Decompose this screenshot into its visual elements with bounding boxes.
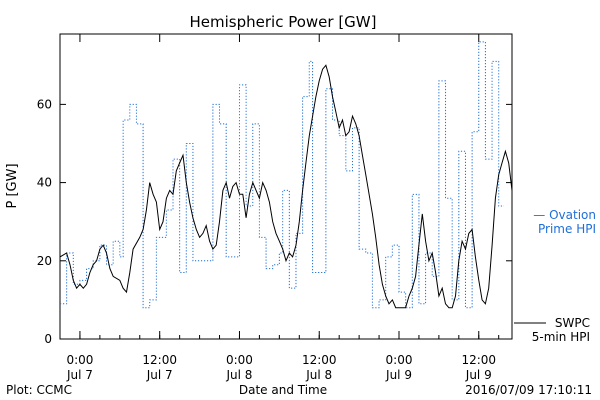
plot-timestamp: 2016/07/09 17:10:11 <box>465 383 592 397</box>
y-tick-label: 0 <box>44 332 52 346</box>
legend-label-ovation-line1: — Ovation <box>533 208 596 222</box>
series-ovation-prime <box>60 41 505 309</box>
x-tick-day-label: Jul 8 <box>305 368 332 382</box>
x-tick-day-label: Jul 8 <box>226 368 253 382</box>
y-tick-label: 40 <box>37 176 52 190</box>
legend-label-swpc-line1: SWPC <box>555 316 590 330</box>
plot-frame <box>59 33 513 340</box>
series-line-swpc <box>59 64 513 309</box>
x-tick-day-label: Jul 7 <box>146 368 173 382</box>
x-axis-label: Date and Time <box>239 383 327 397</box>
x-tick-time-label: 12:00 <box>461 353 496 367</box>
plot-credit: Plot: CCMC <box>6 383 72 397</box>
x-tick-day-label: Jul 7 <box>66 368 93 382</box>
chart-title: Hemispheric Power [GW] <box>190 13 377 31</box>
legend-label-swpc-line2: 5-min HPI <box>532 330 590 344</box>
y-tick-label: 60 <box>37 97 52 111</box>
x-tick-day-label: Jul 9 <box>385 368 412 382</box>
x-tick-day-label: Jul 9 <box>465 368 492 382</box>
series-swpc <box>59 64 513 309</box>
y-axis-label: P [GW] <box>5 163 20 208</box>
x-tick-time-label: 0:00 <box>386 353 413 367</box>
x-tick-time-label: 12:00 <box>142 353 177 367</box>
y-axis: 0 20 40 60 <box>37 97 512 346</box>
y-tick-label: 20 <box>37 254 52 268</box>
legend-label-ovation-line2: Prime HPI <box>538 222 596 236</box>
x-tick-time-label: 0:00 <box>226 353 253 367</box>
series-line-ovation-prime <box>60 41 505 309</box>
x-tick-time-label: 0:00 <box>66 353 93 367</box>
x-tick-time-label: 12:00 <box>302 353 337 367</box>
